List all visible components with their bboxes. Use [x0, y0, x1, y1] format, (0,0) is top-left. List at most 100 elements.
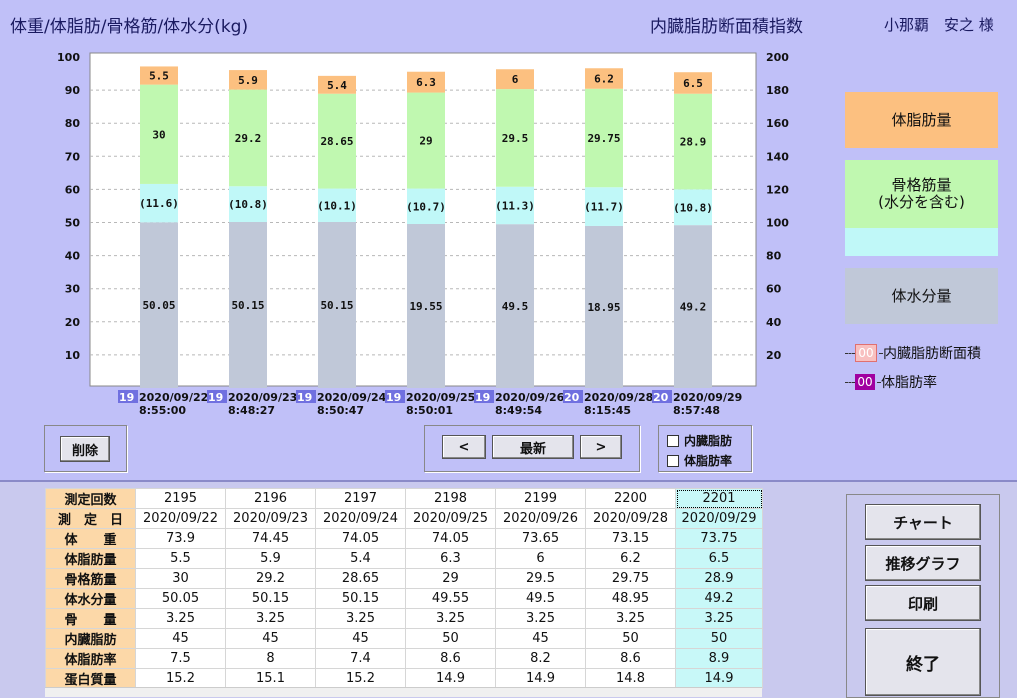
table-cell[interactable]: 5.9 [225, 548, 316, 569]
table-cell[interactable]: 2020/09/24 [315, 508, 406, 529]
table-cell[interactable]: 50.05 [135, 588, 226, 609]
table-cell[interactable]: 29.2 [225, 568, 316, 589]
table-cell[interactable]: 5.5 [135, 548, 226, 569]
table-cell[interactable]: 50 [585, 628, 676, 649]
table-cell[interactable]: 3.25 [135, 608, 226, 629]
table-row: 蛋白質量 15.2 15.1 15.2 14.9 14.9 14.8 14.9 [45, 668, 763, 689]
table-cell[interactable]: 50 [405, 628, 496, 649]
table-cell[interactable]: 73.75 [675, 528, 763, 549]
table-cell[interactable]: 48.95 [585, 588, 676, 609]
table-cell[interactable]: 49.5 [495, 588, 586, 609]
visceral-checkbox[interactable]: 内臓脂肪 [667, 432, 732, 449]
table-cell[interactable]: 5.4 [315, 548, 406, 569]
table-cell[interactable]: 45 [315, 628, 406, 649]
table-cell[interactable]: 3.25 [315, 608, 406, 629]
table-cell[interactable]: 73.9 [135, 528, 226, 549]
table-cell[interactable]: 6.3 [405, 548, 496, 569]
table-cell[interactable]: 50.15 [315, 588, 406, 609]
table-cell[interactable]: 2195 [135, 488, 226, 509]
date-stub-label: 19 [475, 391, 490, 404]
bar-label-water: 50.15 [231, 299, 264, 312]
next-button[interactable]: > [580, 435, 622, 459]
dash-line-icon [879, 352, 883, 354]
table-cell[interactable]: 28.65 [315, 568, 406, 589]
trend-graph-button[interactable]: 推移グラフ [865, 545, 981, 581]
table-cell[interactable]: 8.6 [405, 648, 496, 669]
checkbox-icon[interactable] [667, 434, 679, 447]
table-cell[interactable]: 2199 [495, 488, 586, 509]
legend-bodyfat-label: 体脂肪率 [881, 375, 937, 391]
table-cell[interactable]: 2200 [585, 488, 676, 509]
table-cell[interactable]: 3.25 [405, 608, 496, 629]
table-cell[interactable]: 8.9 [675, 648, 763, 669]
delete-button[interactable]: 削除 [60, 436, 110, 462]
table-cell[interactable]: 28.9 [675, 568, 763, 589]
table-cell[interactable]: 45 [495, 628, 586, 649]
bodyfat-checkbox[interactable]: 体脂肪率 [667, 452, 732, 469]
x-tick-date: 2020/09/26 [495, 391, 565, 404]
table-cell[interactable]: 7.4 [315, 648, 406, 669]
bar-segment-muscle [496, 89, 534, 187]
table-cell[interactable]: 73.65 [495, 528, 586, 549]
table-cell[interactable]: 14.8 [585, 668, 676, 689]
bodyfat-checkbox-label: 体脂肪率 [684, 454, 733, 468]
bar-segment-fat [674, 72, 712, 94]
table-cell[interactable]: 45 [225, 628, 316, 649]
table-cell[interactable]: 2020/09/29 [675, 508, 763, 529]
chart-button[interactable]: チャート [865, 504, 981, 540]
table-cell[interactable]: 15.2 [315, 668, 406, 689]
print-button[interactable]: 印刷 [865, 585, 981, 621]
table-cell[interactable]: 2020/09/22 [135, 508, 226, 529]
table-cell[interactable]: 14.9 [495, 668, 586, 689]
table-cell[interactable]: 2020/09/23 [225, 508, 316, 529]
table-cell[interactable]: 14.9 [675, 668, 763, 689]
table-cell[interactable]: 7.5 [135, 648, 226, 669]
table-cell[interactable]: 2201 [675, 488, 763, 509]
table-cell[interactable]: 15.2 [135, 668, 226, 689]
table-cell[interactable]: 3.25 [225, 608, 316, 629]
table-cell[interactable]: 30 [135, 568, 226, 589]
horizontal-scrollbar[interactable] [45, 687, 762, 697]
table-cell[interactable]: 14.9 [405, 668, 496, 689]
bar-segment-water_gap [496, 186, 534, 225]
table-cell[interactable]: 3.25 [585, 608, 676, 629]
measurement-table: 測定回数 2195 2196 2197 2198 2199 2200 2201 測 定 日 202… [45, 488, 763, 689]
row-header: 骨格筋量 [45, 568, 136, 589]
date-stub-box [385, 390, 405, 403]
table-cell[interactable]: 2197 [315, 488, 406, 509]
table-cell[interactable]: 2196 [225, 488, 316, 509]
table-cell[interactable]: 6.5 [675, 548, 763, 569]
table-cell[interactable]: 3.25 [675, 608, 763, 629]
table-cell[interactable]: 8 [225, 648, 316, 669]
table-cell[interactable]: 29 [405, 568, 496, 589]
table-cell[interactable]: 8.6 [585, 648, 676, 669]
exit-button[interactable]: 終了 [865, 628, 981, 696]
latest-button[interactable]: 最新 [492, 435, 574, 459]
table-cell[interactable]: 2020/09/28 [585, 508, 676, 529]
table-cell[interactable]: 74.05 [405, 528, 496, 549]
table-cell[interactable]: 2020/09/26 [495, 508, 586, 529]
left-tick-label: 100 [57, 51, 80, 64]
table-cell[interactable]: 2020/09/25 [405, 508, 496, 529]
table-cell[interactable]: 6 [495, 548, 586, 569]
table-cell[interactable]: 3.25 [495, 608, 586, 629]
table-cell[interactable]: 74.45 [225, 528, 316, 549]
table-cell[interactable]: 15.1 [225, 668, 316, 689]
bar-segment-water [318, 222, 356, 388]
table-cell[interactable]: 8.2 [495, 648, 586, 669]
table-cell[interactable]: 45 [135, 628, 226, 649]
table-cell[interactable]: 73.15 [585, 528, 676, 549]
table-cell[interactable]: 29.5 [495, 568, 586, 589]
table-cell[interactable]: 29.75 [585, 568, 676, 589]
table-cell[interactable]: 50 [675, 628, 763, 649]
table-cell[interactable]: 2198 [405, 488, 496, 509]
table-cell[interactable]: 6.2 [585, 548, 676, 569]
x-tick-time: 8:50:47 [317, 404, 364, 417]
table-cell[interactable]: 50.15 [225, 588, 316, 609]
checkbox-icon[interactable] [667, 454, 679, 467]
bar-label-water_gap: (10.8) [228, 198, 268, 211]
prev-button[interactable]: < [442, 435, 486, 459]
table-cell[interactable]: 74.05 [315, 528, 406, 549]
table-cell[interactable]: 49.55 [405, 588, 496, 609]
table-cell[interactable]: 49.2 [675, 588, 763, 609]
